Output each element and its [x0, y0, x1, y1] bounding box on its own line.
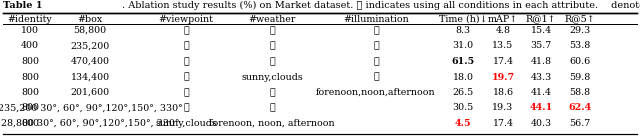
- Text: #weather: #weather: [248, 15, 296, 24]
- Text: 26.5: 26.5: [452, 88, 474, 97]
- Text: 4.5: 4.5: [455, 119, 471, 128]
- Text: ✔: ✔: [269, 88, 275, 97]
- Text: 19.3: 19.3: [492, 103, 514, 112]
- Text: 17.4: 17.4: [493, 57, 513, 66]
- Text: 44.1: 44.1: [529, 103, 552, 112]
- Text: 800: 800: [21, 119, 39, 128]
- Text: 60.6: 60.6: [570, 57, 591, 66]
- Text: ✔: ✔: [269, 103, 275, 112]
- Text: 201,600: 201,600: [70, 88, 109, 97]
- Text: 800: 800: [21, 88, 39, 97]
- Text: 59.8: 59.8: [570, 72, 591, 82]
- Text: mAP↑: mAP↑: [488, 15, 518, 24]
- Text: 19.7: 19.7: [492, 72, 515, 82]
- Text: 30.5: 30.5: [452, 103, 474, 112]
- Text: 100: 100: [21, 26, 39, 35]
- Text: #box: #box: [77, 15, 102, 24]
- Text: 58,800: 58,800: [74, 26, 107, 35]
- Text: #viewpoint: #viewpoint: [159, 15, 213, 24]
- Text: 56.7: 56.7: [570, 119, 591, 128]
- Text: ✔: ✔: [269, 57, 275, 66]
- Text: denotes the best.: denotes the best.: [608, 1, 640, 10]
- Text: 18.0: 18.0: [452, 72, 474, 82]
- Text: 800: 800: [21, 103, 39, 112]
- Text: sunny,clouds: sunny,clouds: [241, 72, 303, 82]
- Text: 400: 400: [21, 42, 39, 51]
- Text: ✔: ✔: [373, 57, 379, 66]
- Text: 28,800 30°, 60°, 90°,120°,150°, 330°: 28,800 30°, 60°, 90°,120°,150°, 330°: [1, 119, 179, 128]
- Text: sunny,clouds: sunny,clouds: [155, 119, 217, 128]
- Text: 61.5: 61.5: [451, 57, 475, 66]
- Text: 4.8: 4.8: [495, 26, 511, 35]
- Text: ✔: ✔: [373, 42, 379, 51]
- Text: 35.7: 35.7: [531, 42, 552, 51]
- Text: ✔: ✔: [183, 72, 189, 82]
- Text: forenoon,noon,afternoon: forenoon,noon,afternoon: [316, 88, 436, 97]
- Text: 17.4: 17.4: [493, 119, 513, 128]
- Text: ✔: ✔: [183, 103, 189, 112]
- Text: 62.4: 62.4: [568, 103, 591, 112]
- Text: 13.5: 13.5: [492, 42, 514, 51]
- Text: Time (h)↓: Time (h)↓: [438, 15, 487, 24]
- Text: ✔: ✔: [269, 26, 275, 35]
- Text: R@1↑: R@1↑: [525, 15, 556, 24]
- Text: . Ablation study results (%) on Market dataset. ✔ indicates using all conditions: . Ablation study results (%) on Market d…: [122, 1, 601, 10]
- Text: 41.8: 41.8: [531, 57, 552, 66]
- Text: 235,200 30°, 60°, 90°,120°,150°, 330°: 235,200 30°, 60°, 90°,120°,150°, 330°: [0, 103, 182, 112]
- Text: ✔: ✔: [183, 26, 189, 35]
- Text: 15.4: 15.4: [531, 26, 552, 35]
- Text: 134,400: 134,400: [70, 72, 109, 82]
- Text: 470,400: 470,400: [70, 57, 109, 66]
- Text: 43.3: 43.3: [531, 72, 552, 82]
- Text: forenoon, noon, afternoon: forenoon, noon, afternoon: [209, 119, 335, 128]
- Text: 800: 800: [21, 72, 39, 82]
- Text: 29.3: 29.3: [570, 26, 591, 35]
- Text: ✔: ✔: [373, 26, 379, 35]
- Text: ✔: ✔: [183, 42, 189, 51]
- Text: 235,200: 235,200: [70, 42, 109, 51]
- Text: 58.8: 58.8: [570, 88, 591, 97]
- Text: 800: 800: [21, 57, 39, 66]
- Text: #illumination: #illumination: [343, 15, 409, 24]
- Text: #identity: #identity: [8, 15, 52, 24]
- Text: 41.4: 41.4: [531, 88, 552, 97]
- Text: ✔: ✔: [373, 72, 379, 82]
- Text: 31.0: 31.0: [452, 42, 474, 51]
- Text: ✔: ✔: [183, 88, 189, 97]
- Text: ✔: ✔: [269, 42, 275, 51]
- Text: ✔: ✔: [183, 57, 189, 66]
- Text: 8.3: 8.3: [456, 26, 470, 35]
- Text: 53.8: 53.8: [570, 42, 591, 51]
- Text: 18.6: 18.6: [492, 88, 513, 97]
- Text: R@5↑: R@5↑: [564, 15, 595, 24]
- Text: 40.3: 40.3: [531, 119, 552, 128]
- Text: Table 1: Table 1: [3, 1, 42, 10]
